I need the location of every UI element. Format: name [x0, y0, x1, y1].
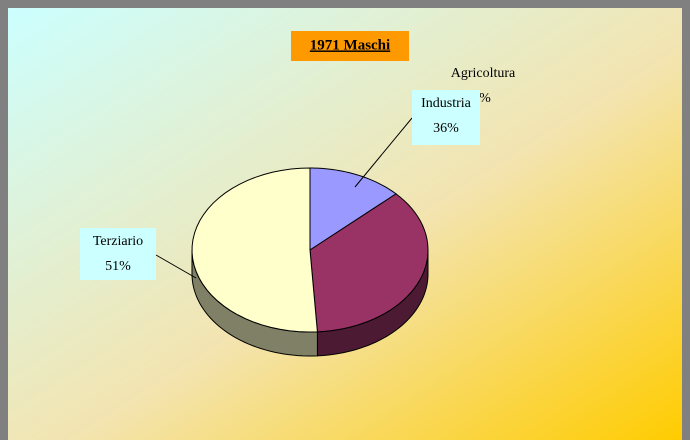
- leader-line: [354, 117, 413, 188]
- label-name: Agricoltura: [451, 66, 516, 81]
- label-name: Terziario: [93, 234, 143, 249]
- data-label: Industria 36%: [354, 90, 480, 188]
- label-box: [80, 228, 156, 280]
- label-value: 51%: [105, 259, 131, 274]
- data-label: Terziario 51%: [80, 228, 197, 280]
- pie: [191, 167, 429, 357]
- chart-title: 1971 Maschi: [310, 37, 390, 53]
- label-name: Industria: [421, 96, 472, 111]
- label-value: 36%: [433, 121, 459, 136]
- leader-line: [155, 254, 197, 279]
- label-box: [412, 90, 480, 145]
- pie-slice: [309, 193, 429, 333]
- pie-slice: [191, 167, 318, 333]
- title-box: [291, 31, 409, 61]
- pie-slice: [309, 167, 397, 251]
